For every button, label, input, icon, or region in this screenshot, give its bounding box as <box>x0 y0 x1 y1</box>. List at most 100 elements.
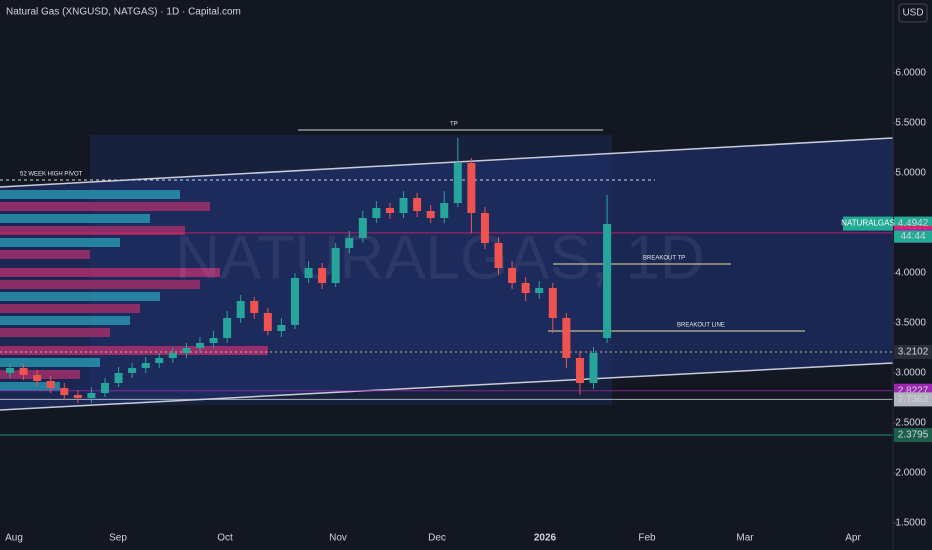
volume-profile-bar <box>0 250 90 259</box>
candle-body <box>589 353 598 383</box>
candle-body <box>372 208 381 218</box>
candle-body <box>87 393 96 398</box>
candle-body <box>182 348 191 353</box>
candle-body <box>277 325 286 331</box>
currency: USD <box>902 8 923 19</box>
x-tick-label: 2026 <box>534 533 557 544</box>
candle-body <box>413 198 422 211</box>
plot: TP 52 WEEK HIGH PIVOT BREAKOUT TP BREAKOUT … <box>0 122 893 436</box>
x-tick-label: Apr <box>845 533 861 544</box>
candle-body <box>236 301 245 318</box>
candle-body <box>250 301 259 313</box>
candle-body <box>114 373 123 383</box>
watermark: NATURALGAS, 1D <box>175 223 704 292</box>
annotation-label: TP <box>450 122 458 128</box>
candle-body <box>168 353 177 358</box>
currency-button[interactable] <box>898 3 928 23</box>
candle-body <box>453 163 462 203</box>
candle-body <box>480 213 489 243</box>
candle-body <box>19 368 28 375</box>
x-tick-label: Feb <box>638 533 656 544</box>
candle-body <box>155 358 164 363</box>
channel-fill <box>0 138 893 410</box>
volume-profile-bar <box>0 268 220 277</box>
candle-body <box>535 288 544 293</box>
price-tag <box>894 392 932 407</box>
candle-body <box>223 318 232 338</box>
channel-lower <box>0 362 894 411</box>
candle-body <box>33 375 42 381</box>
volume-profile-bar <box>0 304 140 313</box>
y-tick-label: 3.0000 <box>895 368 926 379</box>
volume-profile-bar <box>0 202 210 211</box>
y-tick-label: 1.5000 <box>895 518 926 529</box>
volume-profile-bar <box>0 238 120 247</box>
y-tick-label: 5.5000 <box>895 118 926 129</box>
symbol-label: NATURALGAS <box>841 219 895 228</box>
price-tag-label: 2.3795 <box>898 430 929 441</box>
price-tag-label: 3.2102 <box>898 347 929 358</box>
candle-body <box>128 368 137 373</box>
candle-body <box>562 318 571 358</box>
candle-body <box>494 243 503 268</box>
candle-body <box>358 218 367 238</box>
candle-body <box>263 313 272 331</box>
candle-body <box>575 358 584 383</box>
volume-profile-bar <box>0 214 150 223</box>
volume-profile <box>0 190 268 391</box>
candle-body <box>521 283 530 293</box>
volume-profile-bar <box>0 226 185 235</box>
annotation-label: BREAKOUT LINE <box>677 323 725 329</box>
candle-body <box>426 211 435 218</box>
candle-body <box>467 163 476 213</box>
candle-body <box>345 238 354 248</box>
candle-body <box>209 338 218 343</box>
x-tick-label: Mar <box>736 533 754 544</box>
channel-upper <box>0 137 894 188</box>
candle-body <box>6 368 14 373</box>
x-tick-label: Sep <box>109 533 127 544</box>
volume-profile-bar <box>0 370 80 379</box>
candle-body <box>100 383 109 393</box>
volume-profile-bar <box>0 382 60 391</box>
price-tag <box>894 428 932 443</box>
countdown-box <box>894 230 932 243</box>
y-tick-label: 5.0000 <box>895 168 926 179</box>
candle-body <box>508 268 517 283</box>
volume-profile-bar <box>0 328 110 337</box>
annotation-label: 52 WEEK HIGH PIVOT <box>20 172 83 178</box>
candle-body <box>548 288 557 318</box>
y-tick-label: 3.5000 <box>895 318 926 329</box>
y-tick-label: 4.0000 <box>895 268 926 279</box>
x-tick-label: Aug <box>5 533 23 544</box>
countdown: 44:44 <box>900 231 925 242</box>
candle-body <box>440 203 449 218</box>
price-tag-label: 2.8227 <box>898 385 929 396</box>
y-tick-label: 6.0000 <box>895 68 926 79</box>
candle-body <box>603 224 612 338</box>
candle-body <box>290 278 299 325</box>
symbol-tag <box>843 216 893 231</box>
volume-profile-bar <box>0 190 180 199</box>
x-tick-label: Dec <box>428 533 446 544</box>
candle-body <box>331 248 340 283</box>
price-tag-label: 2.7362 <box>898 394 929 405</box>
candle-body <box>141 363 150 368</box>
candle-body <box>399 198 408 213</box>
volume-profile-bar <box>0 358 100 367</box>
volume-profile-bar <box>0 316 130 325</box>
x-tick-label: Nov <box>329 533 347 544</box>
candle-body <box>195 343 204 348</box>
candle-body <box>73 395 82 398</box>
candle-body <box>318 268 327 283</box>
price-tag <box>894 344 932 359</box>
candle-body <box>46 381 55 388</box>
volume-profile-bar <box>0 292 160 301</box>
x-tick-label: Oct <box>217 533 233 544</box>
candle-body <box>304 268 313 278</box>
chart-title: Natural Gas (XNGUSD, NATGAS) · 1D · Capi… <box>6 7 241 18</box>
y-tick-label: 2.5000 <box>895 418 926 429</box>
candle-body <box>385 208 394 213</box>
annotation-label: BREAKOUT TP <box>643 256 685 262</box>
